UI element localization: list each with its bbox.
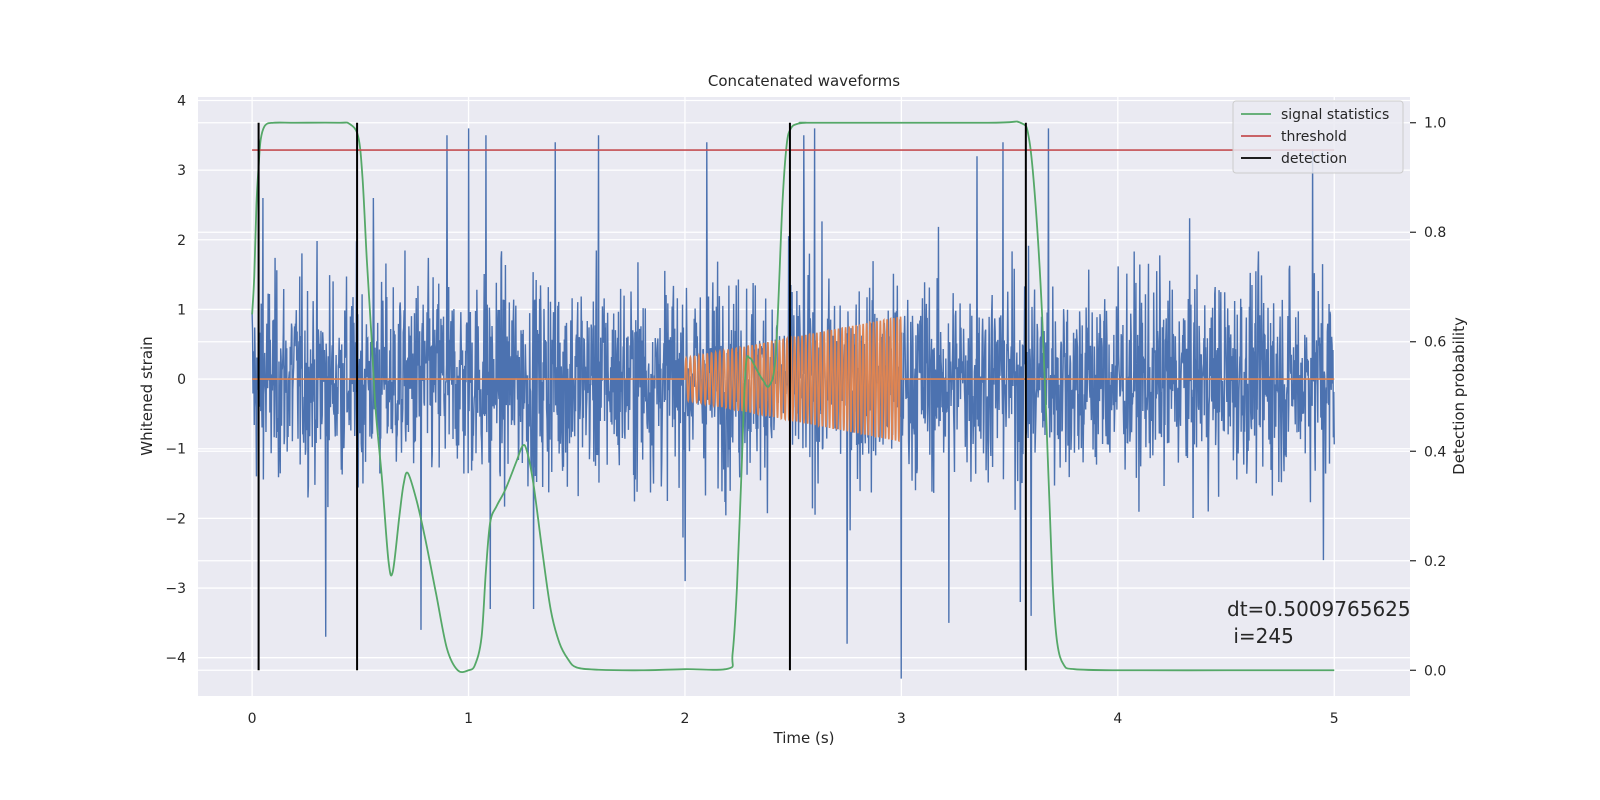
y2-axis-ticks: 1.0 0.8 0.6 0.4 0.2 0.0 [1410,116,1446,679]
y-tick-label: 0 [177,372,186,388]
y-tick-label: 2 [177,233,186,249]
y2-tick-label: 1.0 [1424,116,1446,132]
waveform-line [252,316,1335,443]
x-axis-title: Time (s) [773,729,835,747]
signal-statistics-line [251,120,1335,674]
signal-statistics-series [251,120,1335,674]
y-tick-label: 3 [177,163,186,179]
detection-series [257,122,1027,671]
y-tick-label: 1 [177,302,186,318]
legend-box [1232,100,1404,174]
y-tick-label: −4 [165,651,186,667]
waveform-series [252,316,1335,443]
y2-axis-title: Detection probability [1450,317,1468,475]
x-axis-ticks: 0 1 2 3 4 5 [248,711,1339,727]
y-tick-label: 4 [177,93,186,109]
x-tick-label: 5 [1330,711,1339,727]
x-tick-label: 2 [681,711,690,727]
chart-title: Concatenated waveforms [708,72,900,90]
legend: signal statistics threshold detection [1232,100,1404,174]
legend-label: threshold [1281,129,1347,145]
x-tick-label: 1 [464,711,473,727]
annotation-i: i=245 [1227,624,1294,648]
annotation-dt: dt=0.5009765625 [1227,597,1411,621]
y2-tick-label: 0.6 [1424,335,1446,351]
y-axis-title: Whitened strain [138,336,156,455]
y-tick-label: −2 [165,511,186,527]
y2-tick-label: 0.8 [1424,225,1446,241]
y-axis-ticks: 4 3 2 1 0 −1 −2 −3 −4 [165,93,186,666]
y-tick-label: −3 [165,581,186,597]
y2-tick-label: 0.0 [1424,663,1446,679]
x-tick-label: 0 [248,711,257,727]
y2-tick-label: 0.2 [1424,554,1446,570]
legend-label: detection [1281,151,1347,167]
legend-label: signal statistics [1281,107,1389,123]
x-tick-label: 3 [897,711,906,727]
y2-tick-label: 0.4 [1424,444,1446,460]
y-tick-label: −1 [165,442,186,458]
x-tick-label: 4 [1113,711,1122,727]
